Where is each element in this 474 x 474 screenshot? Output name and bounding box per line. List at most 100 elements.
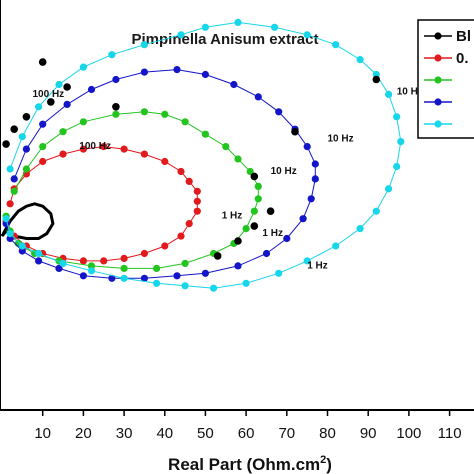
data-point-1-12 bbox=[193, 187, 201, 195]
series-3 bbox=[2, 66, 319, 282]
series-2 bbox=[2, 108, 262, 272]
data-point-2-6 bbox=[140, 108, 148, 116]
x-tick-label-2: 30 bbox=[116, 425, 133, 442]
annotation-1: 100 Hz bbox=[79, 141, 111, 152]
data-point-1-7 bbox=[120, 145, 128, 153]
data-point-3-26 bbox=[55, 264, 63, 272]
x-ticks: 10 20 30 40 50 60 70 80 90 100 110 bbox=[34, 410, 462, 442]
data-point-4-34 bbox=[6, 230, 14, 238]
data-point-1-15 bbox=[185, 220, 193, 228]
extra-point-1-4 bbox=[213, 252, 222, 260]
data-point-3-10 bbox=[254, 93, 262, 101]
data-point-4-30 bbox=[87, 267, 96, 275]
data-point-4-12 bbox=[332, 41, 340, 49]
data-point-4-18 bbox=[393, 162, 401, 171]
data-point-4-4 bbox=[79, 63, 87, 71]
data-point-1-4 bbox=[59, 150, 67, 158]
data-point-4-13 bbox=[356, 56, 364, 64]
data-point-4-23 bbox=[303, 257, 311, 265]
data-point-3-18 bbox=[283, 234, 291, 243]
legend-label-0: Bl bbox=[456, 28, 471, 45]
data-point-1-16 bbox=[177, 232, 185, 240]
data-point-2-8 bbox=[181, 118, 189, 126]
data-point-2-7 bbox=[161, 110, 169, 118]
annotation-0: 100 Hz bbox=[33, 89, 65, 100]
data-point-3-6 bbox=[140, 68, 148, 76]
x-tick-label-5: 60 bbox=[238, 425, 255, 442]
data-point-4-6 bbox=[140, 41, 148, 49]
data-point-3-24 bbox=[108, 274, 116, 282]
data-point-2-9 bbox=[201, 130, 209, 138]
data-point-4-29 bbox=[120, 274, 128, 282]
data-point-2-16 bbox=[242, 225, 250, 233]
extra-point-0-0 bbox=[291, 127, 299, 136]
legend-marker-0 bbox=[434, 32, 442, 40]
data-point-2-20 bbox=[153, 264, 161, 272]
series-4 bbox=[2, 18, 405, 292]
extra-point-0-8 bbox=[2, 140, 10, 148]
data-point-4-20 bbox=[372, 207, 380, 215]
data-point-2-3 bbox=[59, 128, 67, 136]
data-point-3-28 bbox=[18, 247, 26, 255]
data-point-1-17 bbox=[161, 242, 169, 250]
data-point-1-18 bbox=[140, 249, 148, 258]
data-point-1-14 bbox=[193, 207, 201, 215]
x-tick-label-9: 100 bbox=[396, 425, 421, 442]
data-point-1-9 bbox=[161, 157, 169, 166]
annotation-7: 1 Hz bbox=[307, 260, 328, 271]
data-point-4-5 bbox=[108, 51, 116, 59]
extra-point-0-2 bbox=[38, 58, 47, 66]
data-point-1-10 bbox=[177, 167, 185, 176]
legend-marker-3 bbox=[434, 98, 442, 106]
data-point-1-19 bbox=[120, 254, 128, 262]
x-tick-label-10: 110 bbox=[438, 425, 462, 442]
legend: Bl 0. bbox=[417, 19, 474, 139]
legend-marker-1 bbox=[434, 54, 442, 62]
data-point-4-31 bbox=[59, 259, 67, 267]
data-point-2-14 bbox=[254, 195, 262, 203]
legend-marker-4 bbox=[434, 120, 442, 128]
data-point-4-16 bbox=[393, 113, 401, 121]
data-point-4-2 bbox=[35, 103, 43, 111]
data-point-4-32 bbox=[35, 249, 43, 258]
data-point-2-13 bbox=[254, 182, 262, 190]
legend-marker-2 bbox=[434, 76, 442, 84]
extra-point-0-7 bbox=[10, 125, 18, 133]
x-tick-label-4: 50 bbox=[197, 425, 214, 442]
data-point-4-10 bbox=[271, 23, 279, 31]
extra-point-0-4 bbox=[63, 83, 71, 91]
data-point-4-11 bbox=[303, 31, 311, 39]
x-axis-label: Real Part (Ohm.cm2) bbox=[168, 454, 332, 474]
data-point-2-12 bbox=[246, 167, 254, 176]
series-line-2 bbox=[5, 111, 259, 269]
data-point-1-5 bbox=[79, 145, 87, 153]
data-point-1-11 bbox=[185, 177, 193, 185]
data-point-3-19 bbox=[262, 249, 271, 258]
data-point-3-14 bbox=[311, 160, 319, 168]
extra-point-0-6 bbox=[22, 113, 31, 121]
data-point-1-8 bbox=[140, 150, 148, 158]
data-point-2-15 bbox=[250, 207, 258, 215]
data-point-2-1 bbox=[22, 165, 30, 173]
data-point-3-4 bbox=[87, 85, 96, 94]
data-point-3-25 bbox=[79, 272, 87, 280]
data-point-4-7 bbox=[177, 31, 185, 39]
data-point-3-20 bbox=[234, 262, 242, 270]
data-point-4-22 bbox=[332, 242, 340, 250]
data-point-1-13 bbox=[193, 197, 201, 205]
data-point-1-6 bbox=[100, 143, 108, 151]
extra-point-1-1 bbox=[266, 207, 275, 215]
data-point-4-24 bbox=[275, 269, 283, 277]
x-tick-label-0: 10 bbox=[34, 425, 51, 442]
plot-area: 100 Hz 100 Hz 10 Hz 10 Hz 10 Hz 1 Hz 1 Hz 1 Hz bbox=[0, 18, 423, 292]
data-point-4-35 bbox=[2, 215, 10, 223]
data-point-3-9 bbox=[230, 80, 238, 89]
data-point-4-26 bbox=[210, 284, 218, 292]
extra-point-0-5 bbox=[47, 98, 55, 106]
annotation-3: 10 Hz bbox=[328, 134, 354, 145]
data-point-4-8 bbox=[201, 23, 209, 31]
data-point-3-11 bbox=[275, 108, 283, 116]
data-point-4-28 bbox=[153, 279, 161, 287]
legend-box bbox=[417, 19, 474, 139]
